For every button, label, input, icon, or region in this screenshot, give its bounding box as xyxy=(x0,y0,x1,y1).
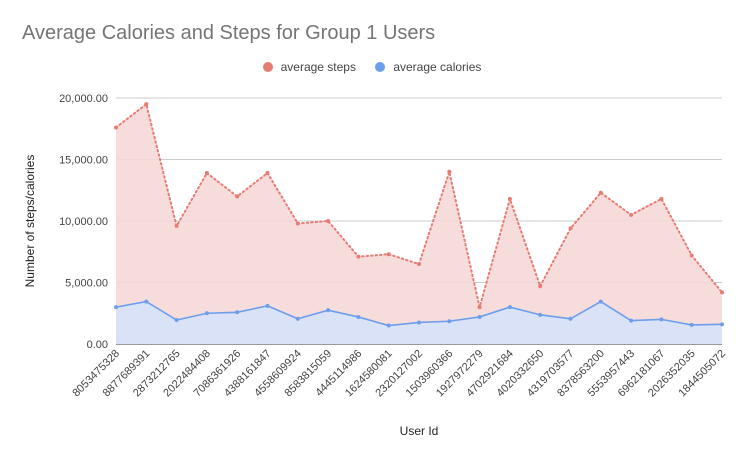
point-calories xyxy=(174,318,179,323)
point-calories xyxy=(477,314,482,319)
point-calories xyxy=(629,318,634,323)
point-steps xyxy=(447,169,452,174)
point-calories xyxy=(204,311,209,316)
point-steps xyxy=(204,171,209,176)
legend-swatch-steps xyxy=(262,62,273,72)
legend-label-calories: average calories xyxy=(393,60,482,74)
point-calories xyxy=(235,310,240,315)
y-tick-label: 20,000.00 xyxy=(59,93,108,105)
point-steps xyxy=(598,190,603,195)
point-steps xyxy=(689,253,694,258)
point-steps xyxy=(659,196,664,201)
point-calories xyxy=(356,314,361,319)
point-steps xyxy=(356,254,361,259)
y-tick-label: 15,000.00 xyxy=(59,155,108,167)
chart-title: Average Calories and Steps for Group 1 U… xyxy=(22,22,436,44)
y-tick-label: 0.00 xyxy=(87,339,108,351)
point-steps xyxy=(235,194,240,199)
y-tick-label: 10,000.00 xyxy=(59,216,108,228)
x-axis-ticks: 8053475328887768939128732127652022484408… xyxy=(70,348,728,400)
x-axis-title: User Id xyxy=(400,424,439,438)
point-steps xyxy=(386,252,391,257)
point-calories xyxy=(417,320,421,325)
area-steps xyxy=(116,104,722,345)
point-calories xyxy=(720,322,724,327)
point-steps xyxy=(174,223,179,228)
legend-item-steps[interactable]: average steps xyxy=(262,60,356,74)
point-steps xyxy=(538,284,543,289)
point-calories xyxy=(114,305,118,310)
point-calories xyxy=(447,319,452,324)
point-calories xyxy=(295,316,300,321)
y-tick-label: 5,000.00 xyxy=(65,278,108,290)
point-steps xyxy=(477,305,482,310)
point-steps xyxy=(568,226,573,231)
legend-swatch-calories xyxy=(375,62,386,72)
point-calories xyxy=(144,299,149,304)
point-calories xyxy=(326,308,331,313)
point-steps xyxy=(720,290,724,295)
point-steps xyxy=(507,196,512,201)
point-steps xyxy=(326,219,331,223)
point-steps xyxy=(417,262,421,267)
point-calories xyxy=(689,322,694,327)
point-calories xyxy=(598,299,603,304)
point-calories xyxy=(265,303,270,308)
point-steps xyxy=(144,102,149,107)
y-axis-ticks: 0.00 5,000.00 10,000.00 15,000.00 20,000.00 xyxy=(59,93,108,351)
point-calories xyxy=(568,316,573,321)
point-steps xyxy=(265,171,270,176)
point-steps xyxy=(295,221,300,226)
point-steps xyxy=(629,212,634,217)
point-calories xyxy=(386,323,391,328)
point-calories xyxy=(507,305,512,310)
point-calories xyxy=(659,317,664,322)
series-areas xyxy=(116,104,722,345)
legend: average steps average calories xyxy=(0,60,744,74)
series-points xyxy=(114,102,724,328)
legend-item-calories[interactable]: average calories xyxy=(375,60,481,74)
legend-label-steps: average steps xyxy=(280,60,356,74)
y-axis-title: Number of steps/calories xyxy=(23,155,37,288)
point-calories xyxy=(538,312,543,317)
point-steps xyxy=(114,125,118,130)
